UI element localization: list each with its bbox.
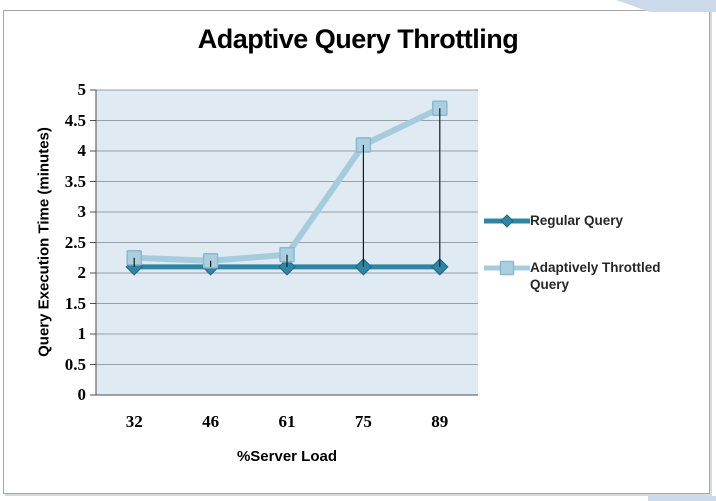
y-tick-label: 4.5	[64, 110, 86, 130]
plot-svg	[90, 89, 478, 396]
x-axis-title: %Server Load	[236, 448, 338, 465]
diamond-marker	[500, 214, 514, 228]
legend-label: Regular Query	[530, 213, 624, 228]
square-marker	[499, 260, 515, 276]
plot-area	[90, 89, 478, 396]
legend-item-regular-query: Regular Query	[484, 212, 680, 229]
y-tick-label: 1.5	[64, 293, 86, 313]
legend-swatch-diamond-icon	[484, 214, 530, 228]
x-tick-label: 89	[431, 412, 449, 431]
chart-title: Adaptive Query Throttling	[197, 24, 519, 54]
y-tick-label: 2.5	[64, 232, 86, 252]
x-tick-label: 75	[354, 412, 372, 431]
legend-swatch-square-icon	[484, 260, 530, 276]
x-tick-label: 32	[125, 412, 143, 431]
legend-item-adaptively-throttled-query: Adaptively Throttled Query	[484, 259, 680, 293]
y-tick-label: 0	[77, 385, 87, 404]
x-tick-label: 61	[278, 412, 296, 431]
y-tick-label: 2	[77, 263, 87, 282]
bottom-right-corner-accent	[648, 496, 716, 501]
high-low-lines	[133, 108, 441, 267]
y-tick-label: 0.5	[64, 354, 86, 374]
y-tick-label: 4	[77, 141, 87, 160]
legend-label: Adaptively Throttled Query	[530, 260, 661, 292]
y-tick-label: 3.5	[64, 171, 86, 191]
y-tick-label: 3	[77, 202, 87, 221]
x-tick-label: 46	[202, 412, 220, 431]
legend: Regular Query Adaptively Throttled Query	[484, 212, 680, 323]
y-tick-label: 5	[77, 80, 87, 99]
y-tick-label: 1	[77, 324, 87, 343]
square-marker	[202, 253, 219, 269]
